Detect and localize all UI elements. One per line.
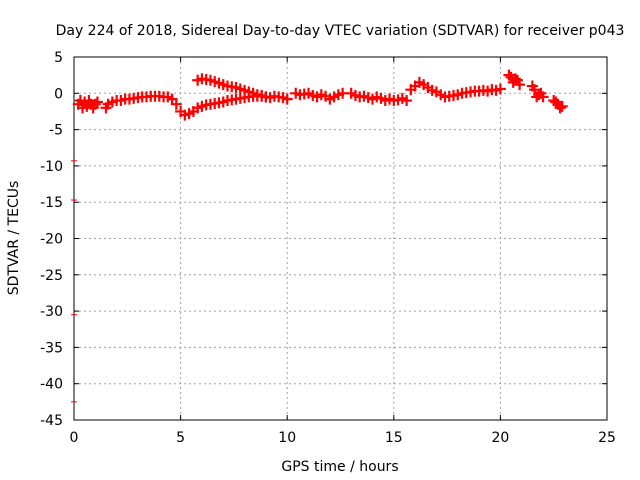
y-tick-label: -25 xyxy=(40,268,63,284)
x-tick-label: 20 xyxy=(491,430,509,446)
data-point xyxy=(509,73,521,85)
series-SDTVAR xyxy=(72,69,568,121)
x-tick-label: 25 xyxy=(598,430,616,446)
data-point xyxy=(514,79,526,91)
y-tick-label: 0 xyxy=(54,86,63,102)
series-outliers xyxy=(71,160,77,403)
chart-title: Day 224 of 2018, Sidereal Day-to-day VTE… xyxy=(56,23,625,39)
x-tick-label: 0 xyxy=(70,430,79,446)
data-point xyxy=(550,96,562,108)
y-tick-label: -45 xyxy=(40,413,63,429)
y-tick-label: -5 xyxy=(49,123,63,139)
grid xyxy=(74,57,607,420)
data-point xyxy=(89,98,101,110)
x-axis-ticks: 0 5 10 15 20 25 xyxy=(70,57,616,446)
y-tick-label: -20 xyxy=(40,232,63,248)
data-points xyxy=(71,69,568,403)
data-point xyxy=(537,91,549,103)
data-point xyxy=(503,69,515,81)
data-point xyxy=(494,83,506,95)
data-point xyxy=(556,100,568,112)
y-axis-label: SDTVAR / TECUs xyxy=(6,181,22,296)
data-point xyxy=(554,102,566,114)
x-tick-label: 5 xyxy=(176,430,185,446)
y-axis-ticks: 5 0 -5 -10 -15 -20 -25 -30 -35 -40 -45 xyxy=(40,50,607,429)
data-point xyxy=(91,96,103,108)
data-point xyxy=(281,93,293,105)
y-tick-label: -40 xyxy=(40,377,63,393)
y-tick-label: 5 xyxy=(54,50,63,66)
data-point xyxy=(170,98,182,110)
x-tick-label: 15 xyxy=(385,430,403,446)
y-tick-label: -30 xyxy=(40,304,63,320)
y-tick-label: -10 xyxy=(40,159,63,175)
data-point xyxy=(401,95,413,107)
x-tick-label: 10 xyxy=(278,430,296,446)
data-point xyxy=(260,91,272,103)
y-tick-label: -15 xyxy=(40,195,63,211)
x-axis-label: GPS time / hours xyxy=(281,459,398,475)
y-tick-label: -35 xyxy=(40,340,63,356)
